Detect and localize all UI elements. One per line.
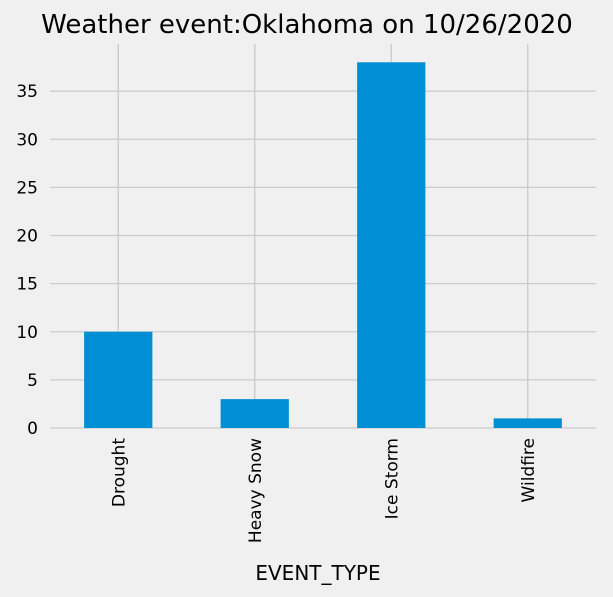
y-tick-label: 10 [16,323,38,343]
bar-wildfire [493,418,562,428]
y-tick-label: 0 [27,419,38,439]
bar-drought [84,331,153,428]
y-tick-label: 5 [27,371,38,391]
bar-heavy-snow [220,399,289,428]
y-tick-label: 35 [16,82,38,102]
chart-title: Weather event:Oklahoma on 10/26/2020 [41,10,573,40]
x-tick-label: Ice Storm [382,438,402,519]
tick-labels: 0 5 10 15 20 25 30 35 Drought Heavy Snow Ice Storm… [16,82,538,543]
x-tick-label: Heavy Snow [246,438,266,543]
x-tick-label: Drought [109,438,129,507]
bars [84,62,562,429]
x-tick-label: Wildfire [519,438,539,502]
y-tick-label: 20 [16,227,38,247]
x-axis-label: EVENT_TYPE [255,561,380,585]
y-tick-label: 25 [16,178,38,198]
bar-ice-storm [357,62,426,429]
y-tick-label: 15 [16,275,38,295]
y-tick-label: 30 [16,130,38,150]
